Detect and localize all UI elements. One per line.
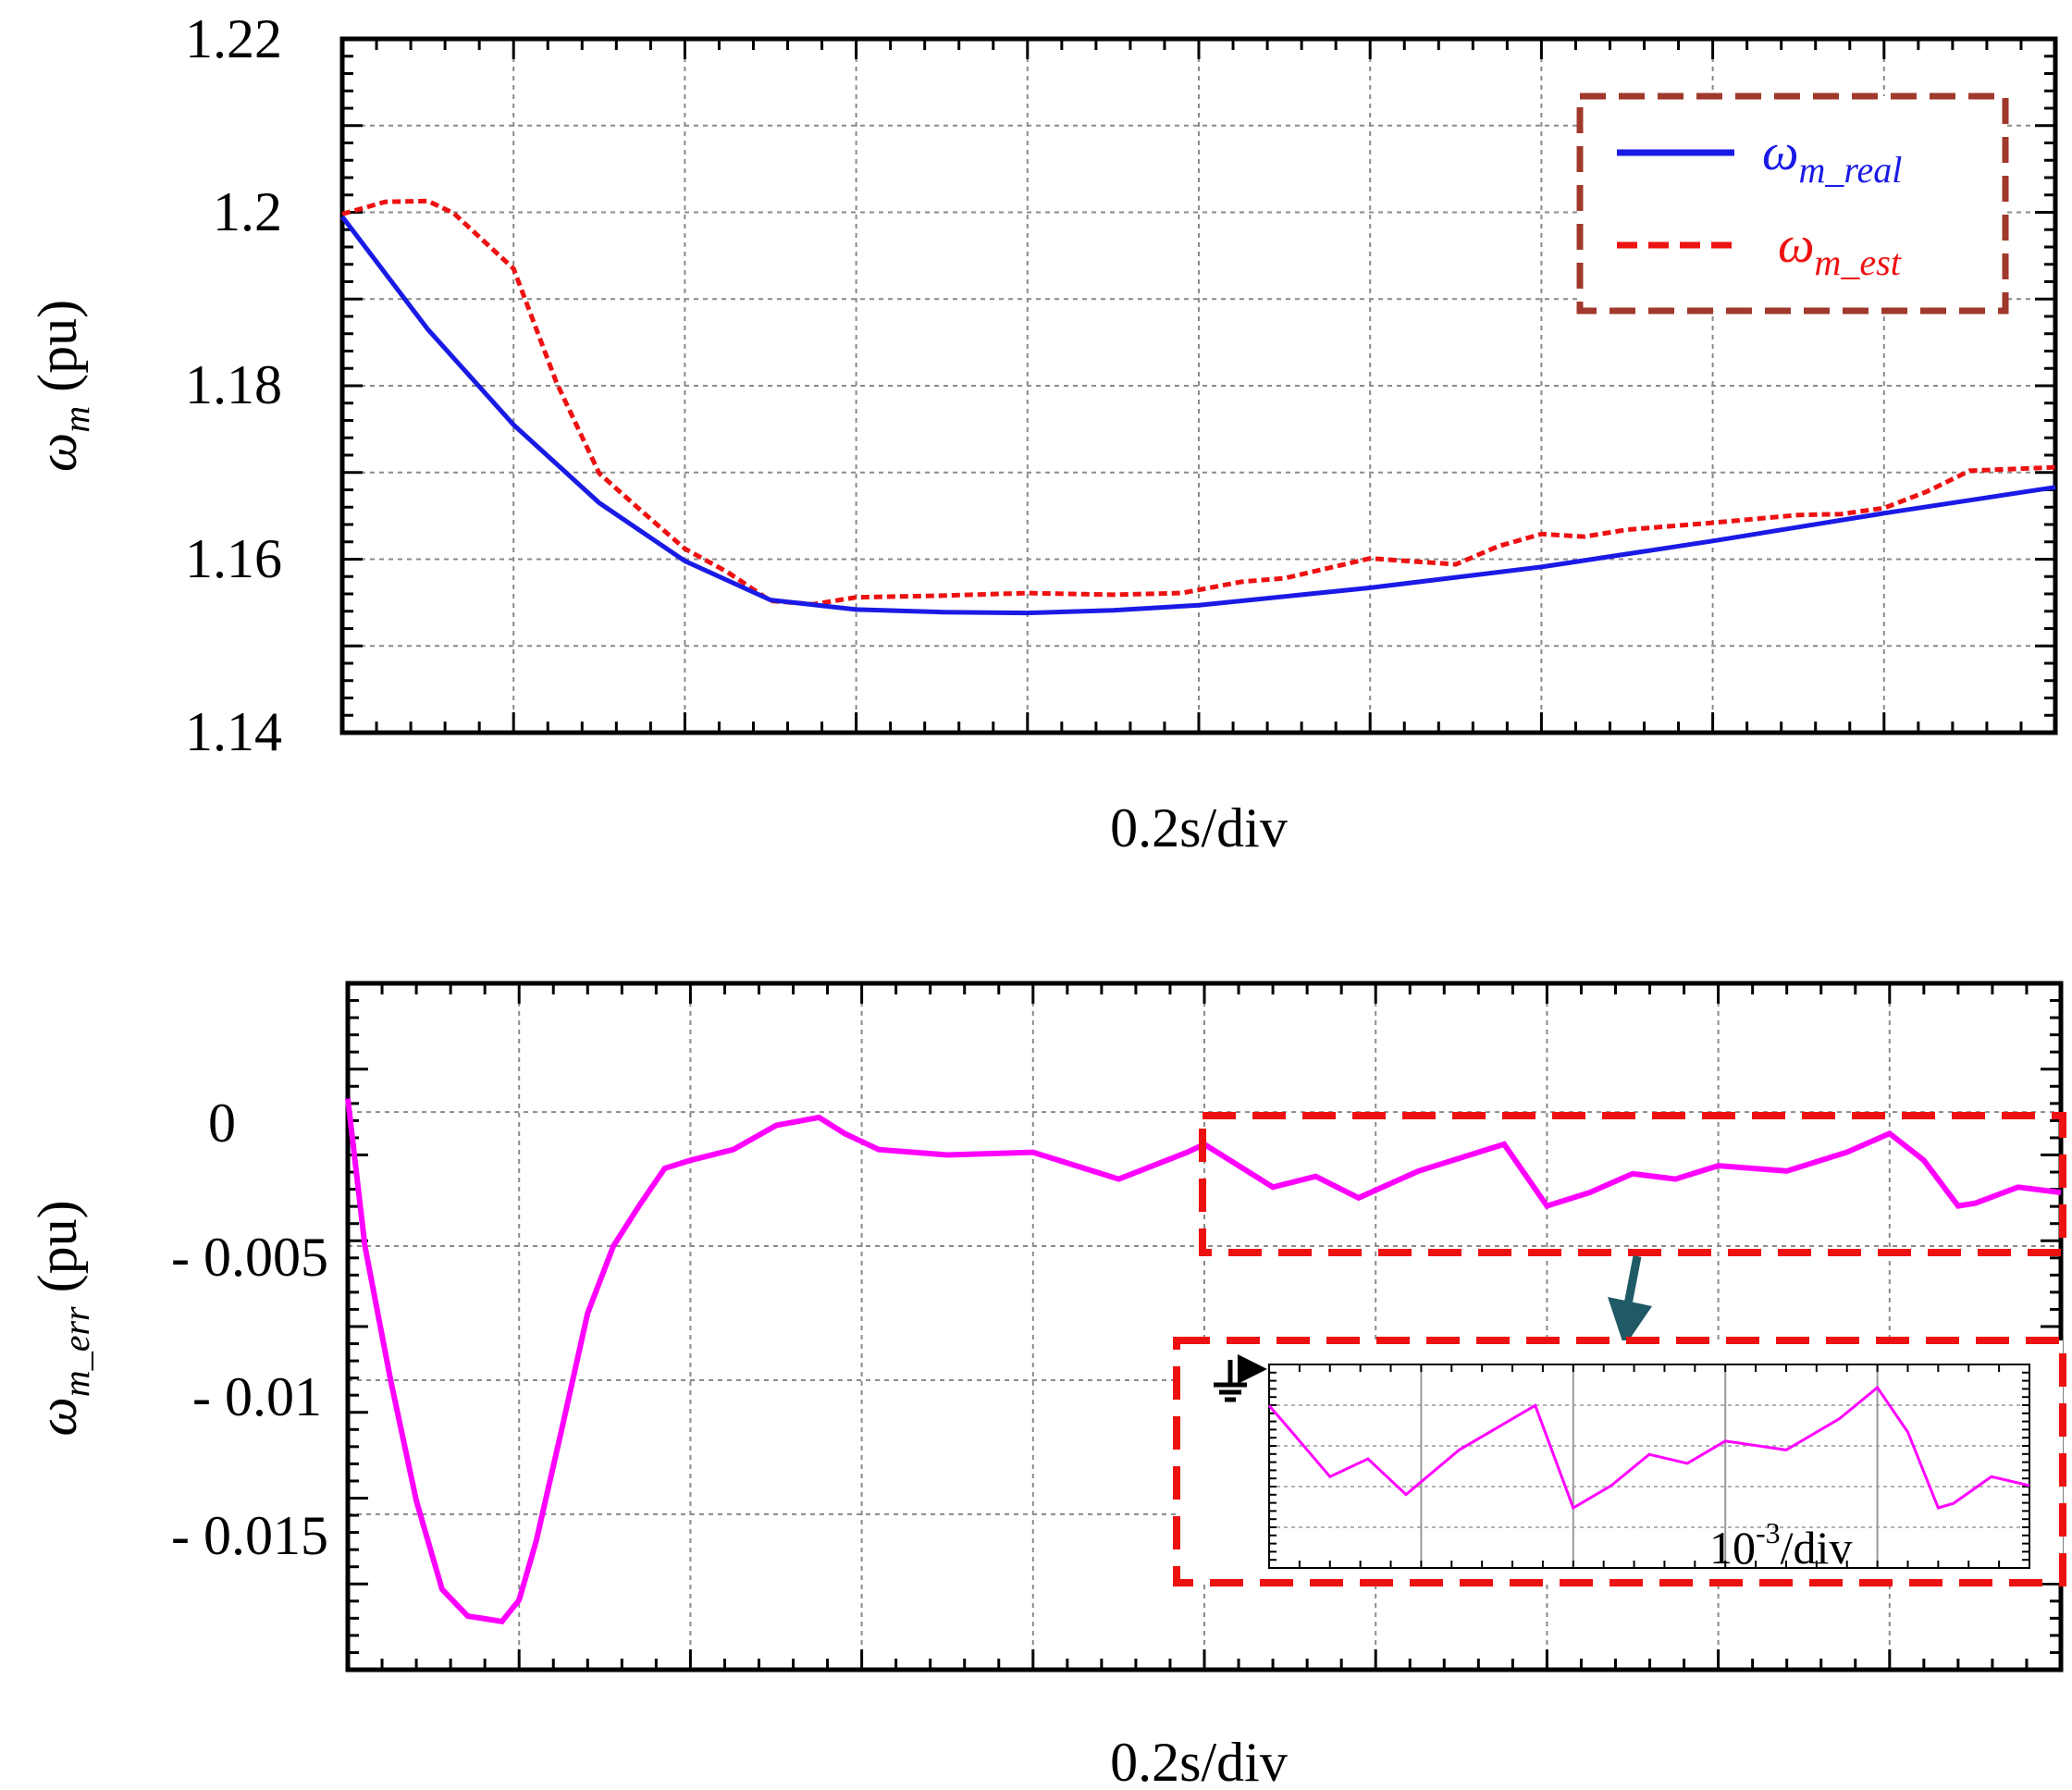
speed-y-tick-label: 1.22 xyxy=(185,8,282,69)
error-y-tick-label: - 0.005 xyxy=(171,1227,328,1288)
error-y-tick-label: 0 xyxy=(208,1093,236,1154)
zoom-inset-box xyxy=(1173,1337,2066,1586)
speed-error-chart-frame xyxy=(345,981,2064,1673)
error-y-tick-label: - 0.015 xyxy=(171,1505,328,1566)
ground-marker-icon xyxy=(1214,1354,1267,1402)
zoom-region-box xyxy=(1199,1112,2066,1256)
error-y-axis-unit: (pu) xyxy=(27,1200,88,1306)
legend-est-label: ωm_est xyxy=(1778,216,1902,283)
speed-error-chart-y-tick-labels: 0 - 0.005 - 0.01 - 0.015 xyxy=(171,1093,328,1566)
series-omega-m-err xyxy=(345,1098,2062,1625)
error-x-axis-label: 0.2s/div xyxy=(1110,1732,1288,1790)
speed-x-axis-label: 0.2s/div xyxy=(1110,797,1288,858)
error-y-tick-label: - 0.01 xyxy=(192,1366,322,1427)
zoom-inset: 10-3/div xyxy=(1173,1337,2066,1586)
zoom-arrow-shaft xyxy=(1623,1255,1642,1305)
speed-y-tick-label: 1.14 xyxy=(185,701,282,762)
zoom-inset-scale-unit: /div xyxy=(1781,1522,1853,1574)
legend-box xyxy=(1576,93,2009,315)
speed-chart-y-tick-labels: 1.14 1.16 1.18 1.2 1.22 xyxy=(185,8,282,762)
zoom-inset-series xyxy=(1267,1385,2030,1511)
speed-y-tick-label: 1.2 xyxy=(213,181,282,242)
error-y-axis-label: ωm_err (pu) xyxy=(27,1200,97,1436)
zoom-inset-scale-base: 10 xyxy=(1709,1522,1756,1574)
speed-chart-frame xyxy=(339,36,2058,735)
legend-est-symbol: ω xyxy=(1778,216,1815,274)
speed-y-axis-unit: (pu) xyxy=(27,300,88,406)
error-y-axis-subscript: m_err xyxy=(56,1306,97,1397)
legend-est-subscript: m_est xyxy=(1815,241,1902,283)
zoom-arrow xyxy=(1608,1255,1652,1347)
legend-real-subscript: m_real xyxy=(1799,149,1903,191)
speed-y-tick-label: 1.16 xyxy=(185,528,282,589)
zoom-inset-scale-exponent: -3 xyxy=(1756,1516,1781,1549)
legend-real-symbol: ω xyxy=(1762,124,1799,181)
series-omega-m-est xyxy=(341,198,2056,607)
speed-y-axis-subscript: m xyxy=(56,406,97,433)
speed-chart: 1.14 1.16 1.18 1.2 1.22 0.2s/div ωm (pu)… xyxy=(27,8,2058,858)
zoom-inset-frame xyxy=(1268,1364,2030,1569)
speed-y-axis-symbol: ω xyxy=(27,433,88,472)
legend-real-label: ωm_real xyxy=(1762,124,1902,191)
error-y-axis-symbol: ω xyxy=(27,1397,88,1436)
legend: ωm_real ωm_est xyxy=(1576,93,2009,315)
speed-y-tick-label: 1.18 xyxy=(185,354,282,415)
zoom-arrow-head xyxy=(1608,1297,1652,1347)
zoom-inset-scale-label: 10-3/div xyxy=(1709,1516,1852,1574)
speed-error-chart: 0 - 0.005 - 0.01 - 0.015 0.2s/div ωm_err… xyxy=(27,981,2066,1790)
speed-y-axis-label: ωm (pu) xyxy=(27,300,97,472)
series-omega-m-real xyxy=(340,215,2056,616)
